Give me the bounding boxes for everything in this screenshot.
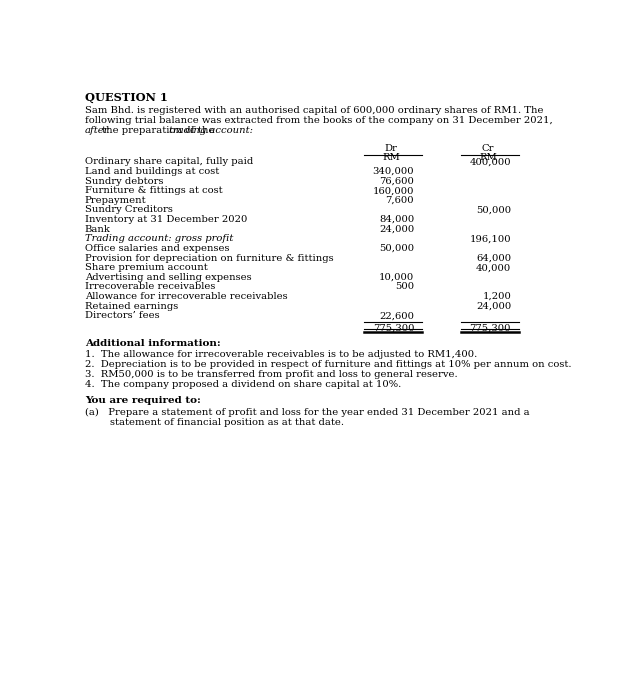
Text: 1.  The allowance for irrecoverable receivables is to be adjusted to RM1,400.: 1. The allowance for irrecoverable recei… (85, 350, 477, 359)
Text: 24,000: 24,000 (476, 302, 511, 311)
Text: Land and buildings at cost: Land and buildings at cost (85, 167, 219, 176)
Text: Bank: Bank (85, 225, 110, 234)
Text: Provision for depreciation on furniture & fittings: Provision for depreciation on furniture … (85, 254, 334, 263)
Text: Office salaries and expenses: Office salaries and expenses (85, 244, 230, 253)
Text: Inventory at 31 December 2020: Inventory at 31 December 2020 (85, 215, 247, 224)
Text: RM: RM (479, 153, 497, 162)
Text: trading account:: trading account: (169, 126, 253, 135)
Text: Prepayment: Prepayment (85, 196, 146, 205)
Text: 340,000: 340,000 (373, 167, 414, 176)
Text: 2.  Depreciation is to be provided in respect of furniture and fittings at 10% p: 2. Depreciation is to be provided in res… (85, 360, 571, 369)
Text: 10,000: 10,000 (379, 273, 414, 282)
Text: 400,000: 400,000 (470, 157, 511, 166)
Text: 7,600: 7,600 (386, 196, 414, 205)
Text: Dr: Dr (384, 143, 397, 152)
Text: Sam Bhd. is registered with an authorised capital of 600,000 ordinary shares of : Sam Bhd. is registered with an authorise… (85, 106, 544, 115)
Text: 1,200: 1,200 (482, 292, 511, 301)
Text: 84,000: 84,000 (379, 215, 414, 224)
Text: Retained earnings: Retained earnings (85, 302, 178, 311)
Text: Allowance for irrecoverable receivables: Allowance for irrecoverable receivables (85, 292, 288, 301)
Text: Sundry Creditors: Sundry Creditors (85, 205, 173, 214)
Text: after: after (85, 126, 109, 135)
Text: (a)   Prepare a statement of profit and loss for the year ended 31 December 2021: (a) Prepare a statement of profit and lo… (85, 408, 529, 417)
Text: Sundry debtors: Sundry debtors (85, 176, 164, 185)
Text: Advertising and selling expenses: Advertising and selling expenses (85, 273, 252, 282)
Text: 22,600: 22,600 (379, 311, 414, 320)
Text: Additional information:: Additional information: (85, 340, 221, 349)
Text: 160,000: 160,000 (373, 186, 414, 195)
Text: 3.  RM50,000 is to be transferred from profit and loss to general reserve.: 3. RM50,000 is to be transferred from pr… (85, 370, 457, 379)
Text: 64,000: 64,000 (476, 254, 511, 263)
Text: 4.  The company proposed a dividend on share capital at 10%.: 4. The company proposed a dividend on sh… (85, 380, 401, 389)
Text: Share premium account: Share premium account (85, 263, 208, 272)
Text: QUESTION 1: QUESTION 1 (85, 92, 168, 103)
Text: 775,300: 775,300 (470, 324, 511, 333)
Text: RM: RM (382, 153, 400, 162)
Text: 50,000: 50,000 (476, 205, 511, 214)
Text: Irrecoverable receivables: Irrecoverable receivables (85, 282, 215, 291)
Text: Furniture & fittings at cost: Furniture & fittings at cost (85, 186, 223, 195)
Text: Cr: Cr (482, 143, 494, 152)
Text: following trial balance was extracted from the books of the company on 31 Decemb: following trial balance was extracted fr… (85, 116, 553, 125)
Text: the preparation of the: the preparation of the (99, 126, 218, 135)
Text: statement of financial position as at that date.: statement of financial position as at th… (85, 418, 344, 427)
Text: Trading account: gross profit: Trading account: gross profit (85, 234, 233, 243)
Text: 24,000: 24,000 (379, 225, 414, 234)
Text: 76,600: 76,600 (379, 176, 414, 185)
Text: 196,100: 196,100 (470, 234, 511, 243)
Text: Ordinary share capital, fully paid: Ordinary share capital, fully paid (85, 157, 253, 166)
Text: 775,300: 775,300 (373, 324, 414, 333)
Text: 40,000: 40,000 (476, 263, 511, 272)
Text: 500: 500 (395, 282, 414, 291)
Text: 50,000: 50,000 (379, 244, 414, 253)
Text: Directors’ fees: Directors’ fees (85, 311, 160, 320)
Text: You are required to:: You are required to: (85, 396, 201, 405)
